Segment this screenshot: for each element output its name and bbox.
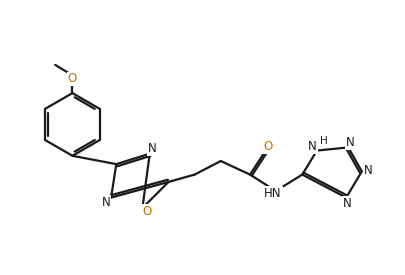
Text: N: N xyxy=(102,196,110,209)
Text: HN: HN xyxy=(264,187,282,200)
Text: N: N xyxy=(343,197,352,210)
Text: N: N xyxy=(346,136,355,149)
Text: O: O xyxy=(68,73,77,86)
Text: N: N xyxy=(308,140,317,153)
Text: H: H xyxy=(320,136,328,146)
Text: N: N xyxy=(364,164,373,177)
Text: N: N xyxy=(147,142,156,155)
Text: O: O xyxy=(142,205,151,218)
Text: O: O xyxy=(263,140,273,153)
